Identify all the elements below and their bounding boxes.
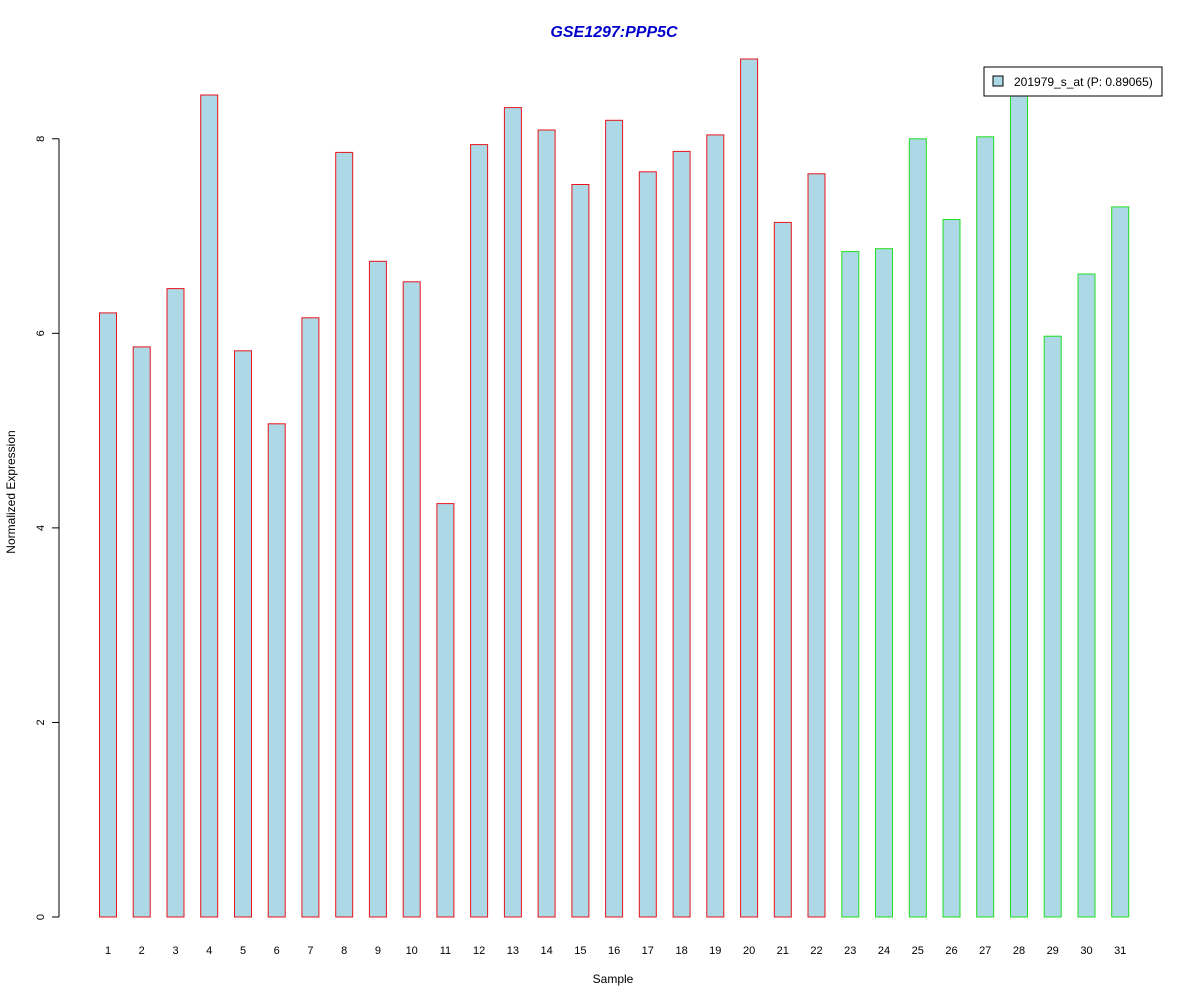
bar-sample-25 (908, 138, 927, 918)
bar-sample-29 (1043, 335, 1062, 918)
bar-sample-5 (234, 350, 252, 918)
bar-sample-30 (1077, 273, 1096, 918)
bar-sample-6 (267, 423, 286, 918)
y-axis-label: Normalized Expression (4, 430, 18, 553)
x-tick-label: 29 (1047, 945, 1059, 957)
bar-sample-9 (368, 260, 387, 918)
x-tick-label: 7 (307, 945, 313, 957)
x-tick-label: 6 (274, 945, 280, 957)
x-tick-label: 8 (341, 945, 347, 957)
x-tick-label: 9 (375, 945, 381, 957)
bar-sample-17 (638, 171, 657, 918)
bars (99, 58, 1130, 918)
bar-sample-14 (537, 129, 556, 918)
bar-sample-26 (942, 219, 961, 918)
y-tick-label: 6 (35, 330, 47, 336)
y-axis: 0 2 4 6 8 (35, 136, 60, 920)
x-tick-label: 28 (1013, 945, 1025, 957)
bar-sample-19 (706, 134, 725, 918)
bar-sample-2 (132, 346, 151, 918)
bar-sample-24 (875, 248, 893, 918)
bar-sample-31 (1111, 206, 1130, 918)
x-tick-label: 31 (1114, 945, 1126, 957)
x-tick-label: 23 (844, 945, 856, 957)
x-tick-label: 15 (574, 945, 586, 957)
bar-sample-13 (503, 107, 522, 918)
x-tick-label: 11 (440, 945, 451, 957)
legend: 201979_s_at (P: 0.89065) (983, 66, 1163, 97)
x-tick-labels: 1 2 3 4 5 6 7 8 9 10 11 12 13 14 15 16 17 18 19 20 21 22 23 24 2… (105, 945, 1126, 957)
x-tick-label: 3 (172, 945, 178, 957)
x-tick-label: 24 (878, 945, 890, 957)
x-tick-label: 17 (642, 945, 654, 957)
bar-sample-7 (301, 317, 320, 918)
bar-sample-12 (470, 144, 489, 918)
bar-sample-28 (1010, 87, 1028, 918)
x-tick-label: 19 (709, 945, 721, 957)
bar-sample-20 (740, 58, 759, 918)
bar-sample-21 (773, 221, 792, 918)
bar-sample-22 (807, 173, 826, 918)
x-tick-label: 12 (473, 945, 485, 957)
y-tick-label: 2 (35, 719, 47, 725)
x-tick-label: 18 (675, 945, 687, 957)
bar-sample-3 (166, 288, 185, 918)
x-tick-label: 21 (777, 945, 789, 957)
y-tick-label: 8 (35, 136, 47, 142)
x-tick-label: 26 (945, 945, 957, 957)
x-tick-label: 27 (979, 945, 991, 957)
bar-sample-23 (841, 251, 860, 918)
x-tick-label: 25 (912, 945, 924, 957)
legend-box (983, 66, 1163, 97)
bar-sample-10 (402, 281, 421, 918)
legend-entry: 201979_s_at (P: 0.89065) (1014, 75, 1153, 89)
x-axis-label: Sample (593, 972, 634, 986)
x-tick-label: 16 (608, 945, 620, 957)
bar-sample-15 (571, 184, 590, 918)
bar-sample-11 (436, 503, 455, 918)
x-tick-label: 14 (540, 945, 552, 957)
x-tick-label: 5 (240, 945, 246, 957)
bar-sample-27 (976, 136, 995, 918)
legend-swatch (992, 75, 1004, 87)
bar-sample-8 (335, 151, 354, 918)
chart-title: GSE1297:PPP5C (550, 24, 678, 41)
bar-sample-16 (605, 119, 624, 918)
x-tick-label: 22 (810, 945, 822, 957)
x-tick-label: 2 (139, 945, 145, 957)
x-tick-label: 13 (507, 945, 519, 957)
y-tick-label: 0 (35, 914, 47, 920)
x-tick-label: 1 (105, 945, 111, 957)
bar-sample-1 (99, 312, 117, 918)
x-tick-label: 20 (743, 945, 755, 957)
x-tick-label: 4 (206, 945, 212, 957)
bar-sample-4 (200, 94, 219, 918)
x-tick-label: 30 (1080, 945, 1092, 957)
y-tick-label: 4 (35, 525, 47, 531)
x-tick-label: 10 (406, 945, 418, 957)
bar-sample-18 (672, 150, 691, 918)
